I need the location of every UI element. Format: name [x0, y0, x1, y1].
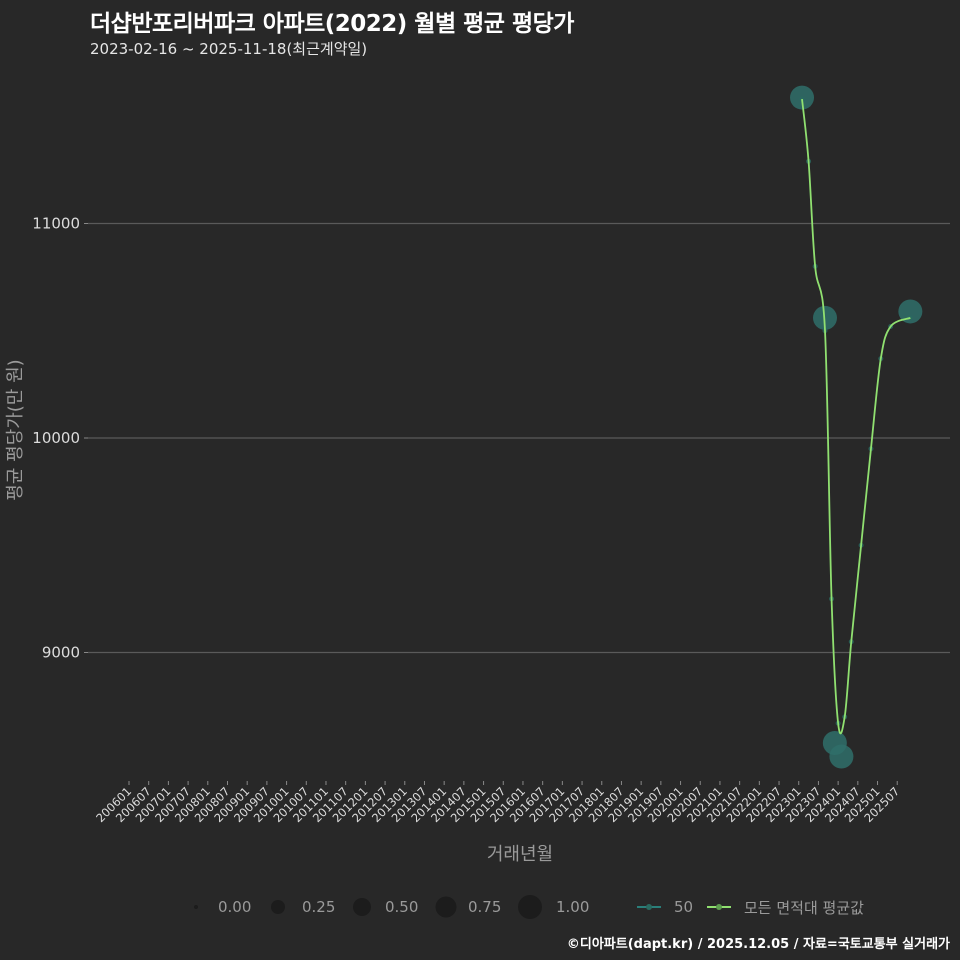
teal-line-dot-icon — [637, 904, 661, 910]
average-line — [799, 96, 913, 735]
legend-size-0: 0.00 — [186, 893, 251, 921]
y-axis-ticks: 9000 10000 11000 — [32, 215, 88, 662]
y-tick-label: 10000 — [32, 429, 80, 447]
legend-size-1: 0.25 — [266, 893, 335, 921]
average-line-path — [801, 98, 911, 735]
y-tick-label: 9000 — [42, 644, 80, 662]
y-tick-label: 11000 — [32, 215, 80, 233]
size-dot-icon — [353, 898, 371, 916]
chart-subtitle: 2023-02-16 ~ 2025-11-18(최근계약일) — [90, 40, 368, 58]
x-axis-label: 거래년월 — [486, 844, 554, 865]
size-dot-icon — [271, 900, 285, 914]
footer-credit: ©디아파트(dapt.kr) / 2025.12.05 / 자료=국토교통부 실… — [566, 937, 950, 952]
size-dot-icon — [435, 896, 457, 918]
legend-size-2: 0.50 — [349, 893, 418, 921]
y-axis-label: 평균 평당가(만 원) — [5, 359, 26, 501]
legend-size-4: 1.00 — [516, 893, 589, 921]
gridlines — [88, 222, 950, 654]
legend-series-50: 50 — [636, 893, 693, 921]
size-dot-icon — [518, 895, 542, 919]
legend: 0.00 0.25 0.50 0.75 1.00 50 모든 면적대 평균값 — [0, 893, 960, 921]
size-dot-icon — [194, 905, 198, 909]
legend-series-average: 모든 면적대 평균값 — [706, 893, 864, 921]
data-point — [898, 299, 923, 324]
data-point — [829, 744, 854, 769]
x-axis-ticks: 2006012006072007012007072008012008072009… — [93, 781, 902, 825]
green-line-dot-icon — [707, 904, 731, 910]
legend-size-3: 0.75 — [432, 893, 501, 921]
chart-title: 더샵반포리버파크 아파트(2022) 월별 평균 평당가 — [90, 11, 574, 37]
